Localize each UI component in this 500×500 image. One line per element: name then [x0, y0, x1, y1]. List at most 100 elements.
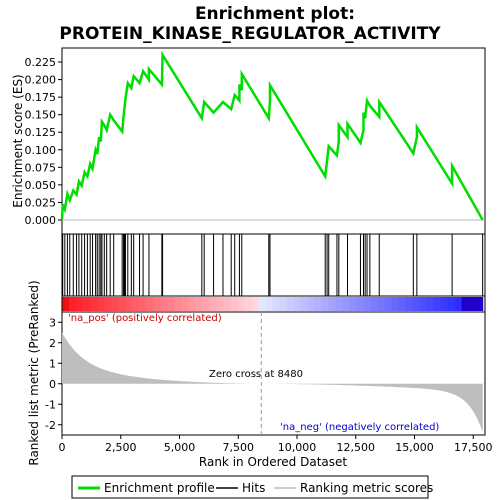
color-bar-segment: [419, 297, 428, 311]
color-bar-segment: [251, 297, 259, 311]
ranked-y-axis: 3 2 1 0 -1 -2: [45, 316, 62, 432]
color-bar-segment: [307, 297, 315, 311]
color-bar-segment: [412, 297, 421, 311]
color-bar-segment: [104, 297, 112, 311]
es-y-tick-label: 0.150: [25, 109, 57, 122]
ranked-y-tick-label: 3: [49, 316, 56, 329]
hits-marks: [62, 234, 484, 296]
color-bar-segment: [349, 297, 358, 311]
pos-correlated-label: 'na_pos' (positively correlated): [68, 313, 222, 324]
ranked-y-tick-label: 0: [49, 378, 56, 391]
color-bar-segment: [314, 297, 323, 311]
color-bar-segment: [69, 297, 77, 311]
color-bar-segment: [300, 297, 308, 311]
ranked-panel-frame: [61, 311, 486, 436]
zero-cross-label: Zero cross at 8480: [209, 369, 303, 380]
ranked-y-label: Ranked list metric (PreRanked): [27, 280, 41, 465]
x-tick-label: 12,500: [337, 441, 376, 454]
color-bar-segment: [230, 297, 238, 311]
color-bar-segment: [132, 297, 140, 311]
es-y-tick-label: 0.100: [25, 144, 57, 157]
x-tick-label: 17,500: [454, 441, 493, 454]
color-bar-segment: [139, 297, 147, 311]
color-bar-segment: [76, 297, 84, 311]
color-bar-segment: [153, 297, 161, 311]
es-y-tick-label: 0.025: [25, 196, 57, 209]
color-bar-segment: [167, 297, 175, 311]
x-tick-label: 15,000: [395, 441, 434, 454]
color-bar-segment: [216, 297, 224, 311]
color-bar-segment: [174, 297, 182, 311]
color-bar-segment: [83, 297, 91, 311]
es-y-tick-label: 0.175: [25, 91, 57, 104]
ranking-color-bar: [62, 297, 484, 311]
color-bar-segment: [426, 297, 435, 311]
color-bar-segment: [272, 297, 280, 311]
color-bar-segment: [335, 297, 344, 311]
es-y-axis: 0.000 0.025 0.050 0.075 0.100 0.125 0.150 0.175…: [25, 56, 62, 227]
color-bar-segment: [258, 297, 266, 311]
color-bar-segment: [160, 297, 168, 311]
color-bar-segment: [237, 297, 245, 311]
color-bar-segment: [440, 297, 449, 311]
ranked-y-tick-label: -2: [45, 419, 56, 432]
color-bar-segment: [279, 297, 287, 311]
color-bar-segment: [209, 297, 217, 311]
ranked-y-tick-label: 2: [49, 337, 56, 350]
legend-metric-label: Ranking metric scores: [300, 481, 433, 495]
color-bar-segment: [454, 297, 463, 311]
hits-panel-frame: [61, 233, 486, 297]
legend: Enrichment profile Hits Ranking metric s…: [71, 475, 433, 499]
color-bar-segment: [363, 297, 372, 311]
es-y-tick-label: 0.200: [25, 74, 57, 87]
x-tick-label: 5,000: [164, 441, 196, 454]
es-y-tick-label: 0.050: [25, 179, 57, 192]
x-tick-label: 10,000: [278, 441, 317, 454]
color-bar-segment: [321, 297, 330, 311]
color-bar-segment: [223, 297, 231, 311]
color-bar-segment: [384, 297, 393, 311]
x-axis: 0 2,500 5,000 7,500 10,000 12,500 15,000 17,500: [59, 435, 493, 454]
color-bar-segment: [265, 297, 273, 311]
color-bar-segment: [377, 297, 386, 311]
color-bar-segment: [475, 297, 484, 311]
legend-box: [71, 475, 429, 499]
ranked-y-tick-label: 1: [49, 357, 56, 370]
color-bar-segment: [188, 297, 196, 311]
color-bar-segment: [461, 297, 470, 311]
color-bar-segment: [468, 297, 477, 311]
color-bar-segment: [118, 297, 126, 311]
color-bar-segment: [293, 297, 301, 311]
color-bar-segment: [356, 297, 365, 311]
color-bar-segment: [146, 297, 154, 311]
es-panel-frame: [61, 47, 486, 235]
color-bar-segment: [286, 297, 294, 311]
color-bar-segment: [125, 297, 133, 311]
color-bar-segment: [195, 297, 203, 311]
ranking-metric-area: [62, 332, 483, 432]
es-y-tick-label: 0.125: [25, 126, 57, 139]
color-bar-segment: [391, 297, 400, 311]
color-bar-segment: [433, 297, 442, 311]
color-bar-segment: [244, 297, 252, 311]
x-tick-label: 2,500: [105, 441, 137, 454]
color-bar-segment: [202, 297, 210, 311]
es-y-tick-label: 0.225: [25, 56, 57, 69]
chart-title-line2: PROTEIN_KINASE_REGULATOR_ACTIVITY: [59, 24, 441, 44]
color-bar-segment: [181, 297, 189, 311]
es-y-label: Enrichment score (ES): [11, 74, 25, 207]
color-bar-segment: [447, 297, 456, 311]
ranked-y-tick-label: -1: [45, 398, 56, 411]
color-bar-segment: [405, 297, 414, 311]
color-bar-segment: [62, 297, 70, 311]
legend-enrichment-label: Enrichment profile: [104, 481, 215, 495]
color-bar-segment: [97, 297, 105, 311]
enrichment-profile-line: [60, 50, 484, 221]
color-bar-segment: [111, 297, 119, 311]
x-tick-label: 0: [59, 441, 66, 454]
color-bar-segment: [370, 297, 379, 311]
color-bar-segment: [342, 297, 351, 311]
neg-correlated-label: 'na_neg' (negatively correlated): [280, 422, 439, 433]
es-y-tick-label: 0.000: [25, 214, 57, 227]
